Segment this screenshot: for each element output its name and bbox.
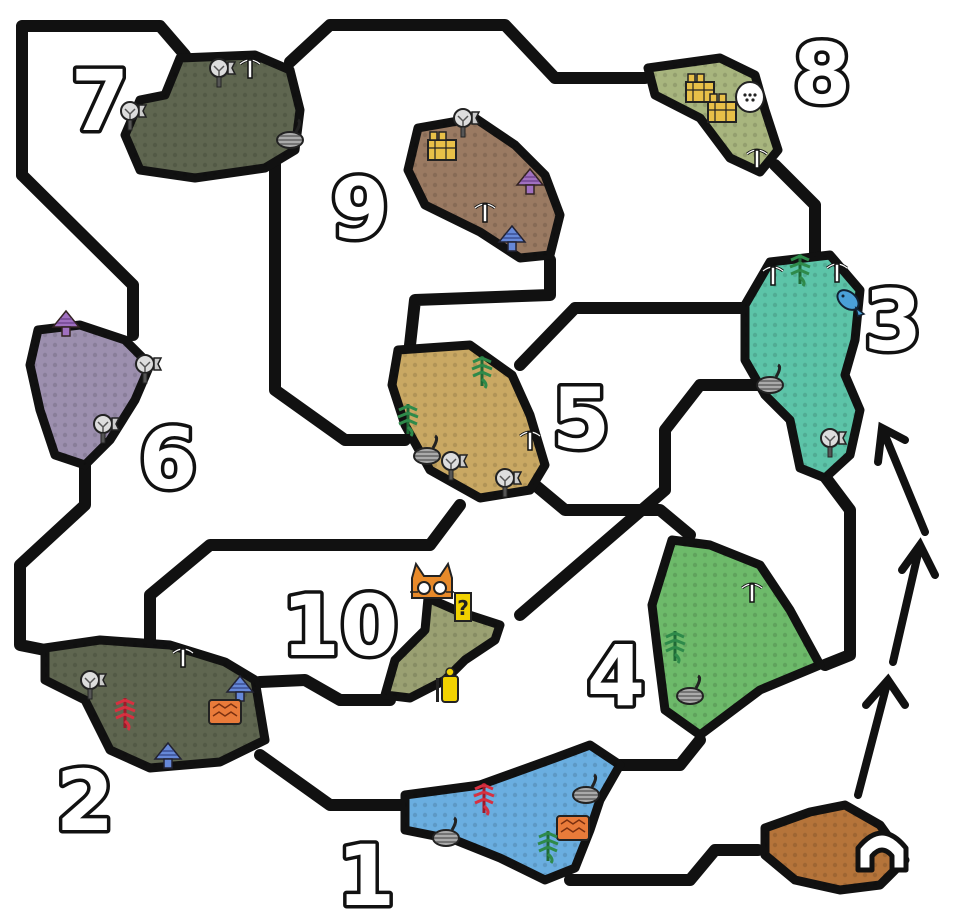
quest-mark-text: ? <box>457 596 469 620</box>
zone-labels: 7 8 9 3 5 6 10 4 2 1 <box>52 22 925 920</box>
trail-5-4 <box>529 479 696 541</box>
egg-icon[interactable] <box>735 81 765 113</box>
zone-5-label: 5 <box>552 370 610 468</box>
trail-7-5 <box>269 154 411 446</box>
zone-8-label: 8 <box>793 25 851 123</box>
trail-5-2 <box>144 499 466 651</box>
zone-6-label: 6 <box>139 410 197 508</box>
arrow-up-icon <box>854 673 909 799</box>
zone-2-area[interactable] <box>40 635 270 773</box>
quest-marker-icon[interactable]: ? <box>454 592 472 622</box>
zone-3-area[interactable] <box>740 250 865 483</box>
zone-9-label: 9 <box>331 160 389 258</box>
trail-1-camp <box>564 844 764 886</box>
felyne-icon[interactable] <box>410 561 454 599</box>
camp-tent-icon[interactable] <box>855 830 909 873</box>
trail-7-9-loop <box>284 19 651 84</box>
hunter-icon[interactable] <box>436 667 459 703</box>
zone-1-label: 1 <box>337 827 395 920</box>
trail-5-3 <box>514 302 751 371</box>
zone-3-label: 3 <box>864 272 922 370</box>
zone-7-label: 7 <box>71 52 129 150</box>
trail-6-outer <box>16 169 139 341</box>
honey-icon[interactable] <box>208 699 242 725</box>
trail-3-4 <box>814 464 856 671</box>
arrow-up-icon <box>889 537 939 666</box>
zone-1-area[interactable] <box>400 740 625 885</box>
trail-paths <box>14 19 856 886</box>
trail-7-6 <box>16 20 191 181</box>
trail-2-1 <box>254 749 411 811</box>
gathering-icons: ? <box>52 58 865 865</box>
zone-4-area[interactable] <box>647 535 825 740</box>
honey-icon[interactable] <box>556 815 590 841</box>
zone-6-area[interactable] <box>25 320 155 470</box>
trail-6-2 <box>14 459 91 656</box>
trail-4-1 <box>614 734 706 771</box>
trail-2-10 <box>254 674 396 706</box>
trail-3-10 <box>514 379 766 621</box>
arrow-up-icon <box>874 421 929 536</box>
direction-arrows <box>854 421 939 799</box>
zone-2-label: 2 <box>56 752 114 850</box>
trail-8-3 <box>769 159 821 261</box>
zone-7-area[interactable] <box>120 50 305 183</box>
zone-10-label: 10 <box>282 577 399 675</box>
trail-9-5 <box>404 254 556 351</box>
zone-4-label: 4 <box>587 627 645 725</box>
